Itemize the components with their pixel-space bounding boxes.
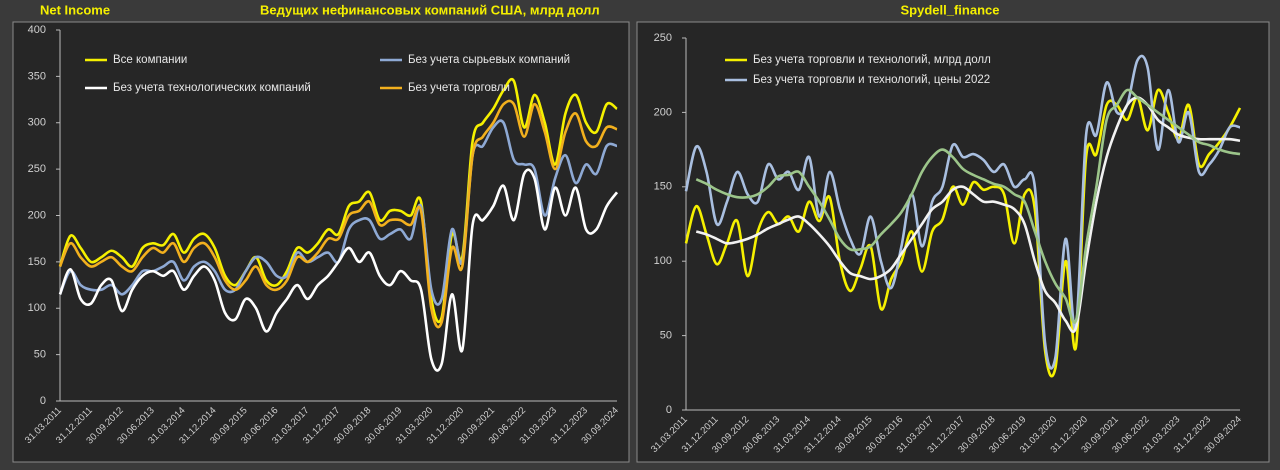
y-tick-label: 250 [28,163,46,175]
series-line [58,99,618,329]
legend-label: Без учета торговли [408,82,510,94]
chart-title: Ведущих нефинансовых компаний США, млрд … [260,2,600,17]
chart-subtitle: Net Income [40,2,110,17]
series-line [684,54,1241,370]
y-tick-label: 50 [660,330,672,342]
legend-label: Без учета сырьевых компаний [408,54,570,66]
y-tick-label: 200 [654,106,672,118]
y-tick-label: 100 [654,255,672,267]
y-tick-label: 0 [40,395,46,407]
series-line [695,88,1241,324]
chart-title: Spydell_finance [901,2,1000,17]
y-tick-label: 400 [28,24,46,36]
y-tick-label: 200 [28,209,46,221]
y-tick-label: 350 [28,70,46,82]
series-line [58,168,619,372]
y-tick-label: 50 [34,349,46,361]
y-tick-label: 150 [654,181,672,193]
series-line [58,77,618,324]
left-panel [12,21,630,463]
y-tick-label: 250 [654,32,672,44]
legend-label: Без учета торговли и технологий, млрд до… [753,54,991,66]
y-tick-label: 150 [28,256,46,268]
y-tick-label: 100 [28,302,46,314]
legend-label: Без учета технологических компаний [113,82,311,94]
y-tick-label: 0 [666,404,672,416]
legend-label: Все компании [113,54,187,66]
y-tick-label: 300 [28,117,46,129]
legend-label: Без учета торговли и технологий, цены 20… [753,74,990,86]
